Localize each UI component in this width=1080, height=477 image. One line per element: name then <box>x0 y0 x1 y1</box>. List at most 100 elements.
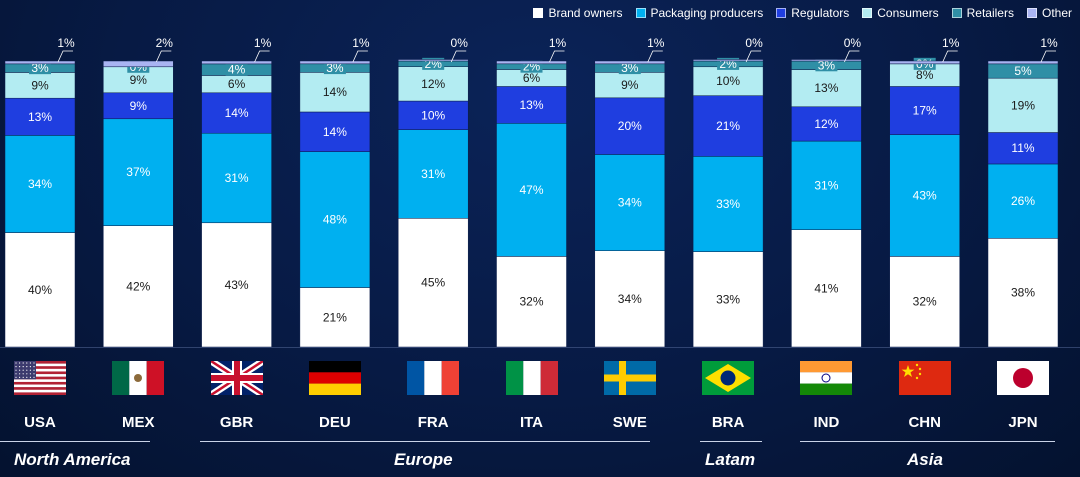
legend-label: Regulators <box>791 6 850 20</box>
data-label: 31% <box>421 167 445 181</box>
brazil-flag-icon <box>702 361 755 395</box>
leader-line <box>450 50 467 63</box>
bar-segment <box>299 111 371 152</box>
bar-segment <box>201 222 272 348</box>
retailers-label-box <box>717 57 740 70</box>
bar-segment <box>889 86 960 135</box>
sweden-flag-icon <box>603 361 656 395</box>
data-label: 34% <box>28 177 52 191</box>
france-flag-icon <box>407 361 460 395</box>
uk-flag-icon <box>208 358 265 398</box>
data-label: 1% <box>1040 36 1058 50</box>
region-divider <box>0 441 150 442</box>
data-label: 43% <box>913 189 937 203</box>
india-flag-icon <box>800 361 853 395</box>
data-label: 12% <box>814 117 838 131</box>
bar-segment <box>594 250 666 348</box>
data-label: 3% <box>326 61 344 75</box>
mexico-flag-icon <box>112 361 165 395</box>
legend-swatch <box>1026 8 1037 18</box>
bar-segment <box>594 60 666 65</box>
bar-segment <box>299 60 371 65</box>
retailers-label-box <box>520 60 543 73</box>
leader-line <box>844 50 860 63</box>
usa-flag-icon <box>14 361 66 396</box>
country-label-fra: FRA <box>417 414 449 431</box>
bar-group-gbr: 43% 31% 14% 6%4% 1% <box>201 36 272 348</box>
germany-flag-icon <box>308 361 361 395</box>
bar-segment <box>397 100 469 130</box>
bar-segment <box>103 60 174 68</box>
data-label: 1% <box>549 36 567 50</box>
bar-group-jpn: 38% 26% 11% 19% 5% 1% <box>987 36 1059 348</box>
retailers-label-box <box>618 62 641 75</box>
data-label: 0% <box>844 36 862 50</box>
legend-item: Regulators <box>776 6 849 20</box>
bar-segment <box>201 60 272 65</box>
leader-line <box>254 50 270 63</box>
region-divider <box>200 441 650 442</box>
bar-segment <box>987 238 1059 348</box>
data-label: 34% <box>618 196 642 210</box>
data-label: 21% <box>323 310 347 324</box>
bar-segment <box>496 123 567 257</box>
data-label: 31% <box>814 178 838 192</box>
bar-segment <box>299 72 371 113</box>
data-label: 1% <box>57 36 75 50</box>
bar-segment <box>889 134 960 257</box>
data-label: 13% <box>28 110 52 124</box>
legend-label: Packaging producers <box>650 6 764 20</box>
data-label: 34% <box>618 292 642 306</box>
country-label-ita: ITA <box>519 414 544 431</box>
country-label-swe: SWE <box>612 414 647 431</box>
retailers-label-box <box>1012 65 1034 78</box>
bar-segment <box>692 95 764 157</box>
country-label-gbr: GBR <box>219 414 254 431</box>
bar-segment <box>4 97 76 136</box>
data-label: 9% <box>130 73 148 87</box>
data-label: 41% <box>814 281 838 295</box>
bar-segment <box>791 59 862 62</box>
leader-line <box>57 50 73 63</box>
leader-line <box>745 50 762 63</box>
bar-segment <box>201 132 272 224</box>
data-label: 10% <box>421 108 445 122</box>
data-label: 21% <box>716 119 740 133</box>
data-label: 0% <box>745 36 763 50</box>
retailers-label-box <box>323 62 346 75</box>
legend-swatch <box>951 8 962 18</box>
legend-item: Packaging producers <box>635 6 764 20</box>
bar-group-fra: 45% 31% 10% 12% 2% 0% <box>397 36 469 348</box>
leader-line <box>647 50 663 63</box>
data-label: 31% <box>225 171 249 185</box>
legend-item: Consumers <box>862 6 939 20</box>
bar-segment <box>692 59 764 62</box>
legend-item: Brand owners <box>533 6 623 20</box>
japan-flag-icon <box>997 361 1049 395</box>
bar-segment <box>791 140 862 230</box>
data-label: 40% <box>28 283 52 297</box>
bar-segment <box>692 66 764 96</box>
retailers-label-box <box>815 59 838 72</box>
legend-label: Retailers <box>966 6 1014 20</box>
leader-line <box>549 50 565 63</box>
data-label: 5% <box>1014 64 1032 78</box>
bar-segment <box>299 151 371 288</box>
data-label: 3% <box>31 61 49 75</box>
bar-segment <box>397 129 469 219</box>
data-label: 19% <box>1011 98 1035 112</box>
bar-segment <box>594 154 666 251</box>
country-label-jpn: JPN <box>1008 414 1038 431</box>
region-divider <box>800 441 1055 442</box>
data-label: 48% <box>323 213 347 227</box>
data-label: 9% <box>130 99 148 113</box>
bar-segment <box>4 60 76 65</box>
leader-line <box>155 50 172 63</box>
data-label: 11% <box>1011 141 1034 155</box>
data-label: 0% <box>451 36 469 50</box>
region-label: Asia <box>907 450 943 469</box>
region-label: Latam <box>705 450 756 469</box>
data-label: 2% <box>156 36 174 50</box>
data-label: 6% <box>228 77 246 91</box>
bar-segment <box>103 225 174 348</box>
